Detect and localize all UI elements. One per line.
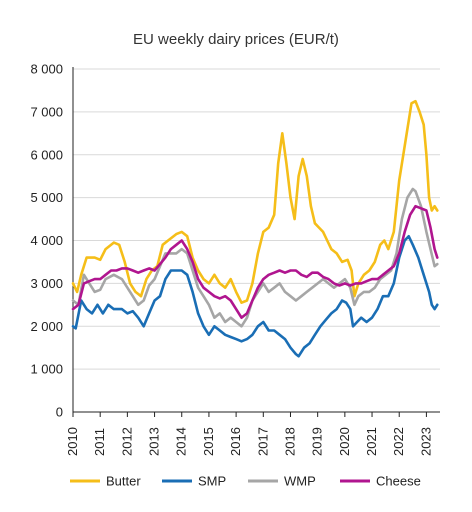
y-tick-label: 6 000 — [30, 147, 63, 162]
gridlines — [73, 68, 440, 370]
x-tick-label: 2017 — [255, 427, 270, 456]
y-tick-label: 7 000 — [30, 104, 63, 119]
series-line-wmp — [71, 187, 439, 328]
chart-title: EU weekly dairy prices (EUR/t) — [133, 31, 339, 48]
y-tick-label: 2 000 — [30, 319, 63, 334]
y-tick-label: 8 000 — [30, 62, 63, 77]
legend-label-wmp: WMP — [284, 474, 316, 489]
series-lines — [71, 99, 439, 358]
axes: 0 1 000 2 000 3 000 4 000 5 000 6 000 7 000 8 00… — [30, 62, 440, 456]
legend-label-smp: SMP — [198, 474, 226, 489]
y-tick-label: 4 000 — [30, 233, 63, 248]
x-tick-label: 2021 — [364, 427, 379, 456]
y-tick-label: 5 000 — [30, 190, 63, 205]
legend-label-cheese: Cheese — [376, 474, 421, 489]
series-line-cheese — [71, 204, 439, 319]
legend: Butter SMP WMP Cheese — [70, 474, 421, 489]
x-tick-label: 2015 — [201, 427, 216, 456]
x-tick-label: 2014 — [174, 427, 189, 456]
x-tick-label: 2019 — [310, 427, 325, 456]
legend-label-butter: Butter — [106, 474, 141, 489]
y-tick-label: 0 — [56, 405, 63, 420]
series-line-butter — [71, 99, 439, 304]
x-tick-label: 2013 — [147, 427, 162, 456]
y-tick-label: 3 000 — [30, 276, 63, 291]
x-tick-label: 2023 — [418, 427, 433, 456]
x-tick-label: 2010 — [65, 427, 80, 456]
x-tick-label: 2020 — [337, 427, 352, 456]
x-tick-label: 2018 — [282, 427, 297, 456]
y-tick-label: 1 000 — [30, 362, 63, 377]
x-tick-label: 2022 — [391, 427, 406, 456]
series-line-smp — [71, 234, 439, 358]
x-tick-label: 2012 — [119, 427, 134, 456]
x-tick-label: 2011 — [92, 428, 107, 456]
x-tick-label: 2016 — [228, 427, 243, 456]
